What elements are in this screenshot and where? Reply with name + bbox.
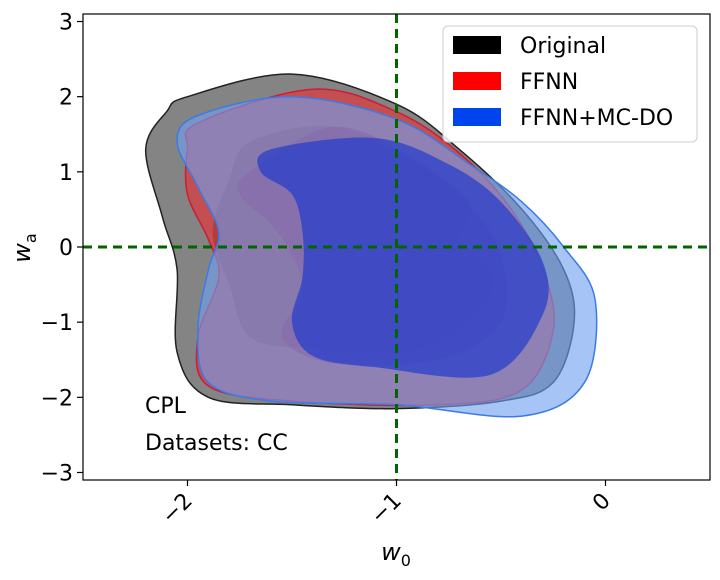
y-tick-label: 3 xyxy=(59,11,73,36)
x-tick-label: −2 xyxy=(157,489,198,530)
contour-inner-ffnn-mc-do xyxy=(257,137,549,378)
x-ticks: −2 −1 0 xyxy=(157,480,616,529)
legend-box xyxy=(442,25,698,143)
y-tick-label: 2 xyxy=(59,86,73,111)
x-tick-label: 0 xyxy=(588,489,616,517)
reference-lines xyxy=(83,14,710,480)
y-tick-label: −2 xyxy=(41,386,73,411)
y-axis-label-subscript: a xyxy=(21,233,40,243)
annotation-datasets: Datasets: CC xyxy=(145,431,288,456)
legend-label-ffnn: FFNN xyxy=(520,70,578,95)
y-tick-label: 0 xyxy=(59,236,73,261)
legend-label-original: Original xyxy=(520,34,606,59)
legend: Original FFNN FFNN+MC-DO xyxy=(442,25,698,143)
x-axis-label: w0 xyxy=(381,538,411,570)
y-ticks: 3 2 1 0 −1 −2 −3 xyxy=(41,11,83,486)
legend-swatch-ffnn-mc-do xyxy=(453,108,501,126)
x-tick-label: −1 xyxy=(366,489,407,530)
x-axis-label-subscript: 0 xyxy=(401,551,411,570)
legend-swatch-original xyxy=(453,36,501,54)
y-tick-label: −3 xyxy=(41,461,73,486)
legend-label-ffnn-mc-do: FFNN+MC-DO xyxy=(520,106,673,131)
y-axis-label: wa xyxy=(8,233,40,262)
legend-swatch-ffnn xyxy=(453,72,501,90)
annotation-model: CPL xyxy=(145,394,187,419)
y-tick-label: 1 xyxy=(59,161,73,186)
y-tick-label: −1 xyxy=(41,311,73,336)
